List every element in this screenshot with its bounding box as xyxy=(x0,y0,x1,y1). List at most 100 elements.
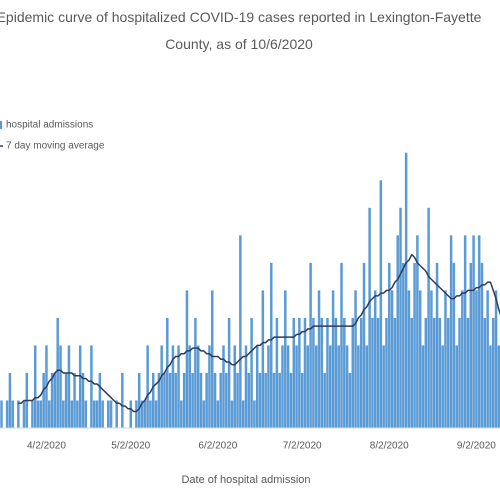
bar xyxy=(70,400,73,428)
bar xyxy=(432,317,436,428)
bar xyxy=(402,262,405,428)
bar xyxy=(270,262,273,428)
bar xyxy=(388,262,391,428)
x-tick-label: 9/2/2020 xyxy=(457,441,496,452)
bar xyxy=(227,317,231,428)
bar xyxy=(292,317,295,428)
bar xyxy=(331,290,335,428)
bar xyxy=(317,290,321,428)
bar xyxy=(452,262,456,428)
bar xyxy=(135,400,138,428)
bar xyxy=(174,372,177,428)
bar xyxy=(33,345,37,428)
bar xyxy=(171,345,175,428)
bar xyxy=(8,372,12,428)
x-tick-label: 6/2/2020 xyxy=(198,441,237,452)
bar xyxy=(67,345,71,428)
bar xyxy=(385,317,388,428)
x-tick-label: 5/2/2020 xyxy=(111,441,150,452)
bar xyxy=(5,400,9,428)
bar xyxy=(438,317,442,428)
bar xyxy=(430,290,433,428)
bar xyxy=(73,372,76,428)
bar xyxy=(140,400,144,428)
bar xyxy=(343,317,346,428)
bar xyxy=(264,372,267,428)
bar xyxy=(182,372,186,428)
bar xyxy=(275,317,279,428)
bar xyxy=(329,345,332,428)
bar xyxy=(208,345,211,428)
bar xyxy=(95,400,99,428)
bar xyxy=(233,345,236,428)
bar xyxy=(50,372,54,428)
bar xyxy=(421,345,425,428)
bar xyxy=(36,400,40,428)
bar xyxy=(365,345,369,428)
bar xyxy=(289,372,293,428)
bar xyxy=(309,262,312,428)
legend-swatch xyxy=(0,121,2,129)
bar xyxy=(115,400,118,428)
bar xyxy=(424,317,428,428)
bar xyxy=(0,400,3,428)
bar xyxy=(466,317,470,428)
bar xyxy=(497,345,500,428)
bar xyxy=(244,345,248,428)
bar xyxy=(449,235,453,428)
bar xyxy=(107,400,110,428)
bar xyxy=(362,262,366,428)
bar xyxy=(219,372,222,428)
bar xyxy=(137,372,141,428)
bar xyxy=(379,180,383,428)
bar xyxy=(416,235,419,428)
bar xyxy=(300,372,304,428)
bar xyxy=(312,317,315,428)
legend-label: hospital admissions xyxy=(6,120,93,131)
bar xyxy=(340,262,343,428)
bar xyxy=(177,345,180,428)
bar xyxy=(407,290,411,428)
bar xyxy=(396,235,399,428)
bar xyxy=(160,345,163,428)
bar xyxy=(348,372,352,428)
bar xyxy=(188,345,192,428)
bar xyxy=(286,345,290,428)
bar xyxy=(494,290,498,428)
bar xyxy=(393,317,397,428)
bar xyxy=(31,400,34,428)
bar xyxy=(185,290,189,428)
bar xyxy=(427,207,430,428)
bar xyxy=(458,317,461,428)
bar xyxy=(306,345,310,428)
bar xyxy=(53,372,57,428)
bar xyxy=(461,290,464,428)
bar xyxy=(250,317,253,428)
bar xyxy=(463,235,467,428)
moving-average-line xyxy=(18,253,500,413)
bar xyxy=(303,317,307,428)
bar xyxy=(477,235,481,428)
bar xyxy=(410,317,414,428)
bar xyxy=(371,317,374,428)
bar xyxy=(48,400,51,428)
bar xyxy=(154,400,158,428)
bar xyxy=(216,400,220,428)
bar xyxy=(236,372,239,428)
bar xyxy=(298,317,301,428)
bar xyxy=(359,317,363,428)
bar xyxy=(241,400,245,428)
bar xyxy=(483,317,487,428)
bar xyxy=(98,372,102,428)
bar xyxy=(247,372,251,428)
bar xyxy=(146,345,149,428)
bar xyxy=(373,290,377,428)
bar xyxy=(76,400,79,428)
bar xyxy=(230,400,234,428)
bar xyxy=(92,400,96,428)
bar xyxy=(199,372,203,428)
bar xyxy=(334,317,338,428)
x-tick-label: 4/2/2020 xyxy=(27,441,66,452)
